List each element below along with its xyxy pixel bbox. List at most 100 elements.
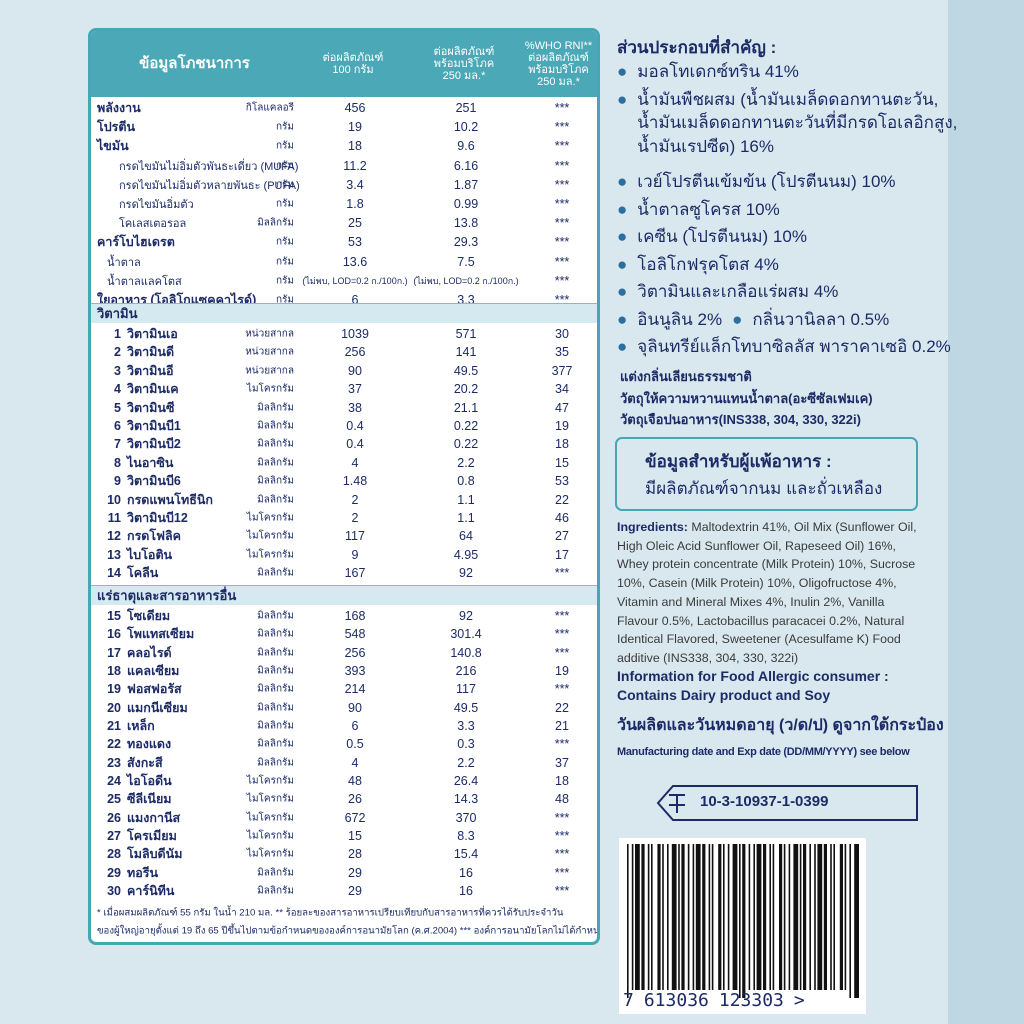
row-value: 13.8 [453,216,479,231]
row-value: 27 [555,529,569,544]
row-value: 0.4 [346,419,364,433]
row-value: 6.16 [453,158,479,173]
row-value: 53 [555,474,569,489]
row-value: 38 [348,400,362,415]
row-value: *** [554,216,570,231]
row-value: *** [554,158,570,173]
row-unit: กิโลแคลอรี [245,102,294,114]
ingredients-label: Ingredients: [617,520,688,534]
row-value: 456 [344,101,366,115]
bar [667,844,669,990]
row-name: ไบโอติน [127,547,173,562]
row-value: 168 [344,609,366,623]
row-name: กรดไขมันอิ่มตัว [119,199,194,211]
date-en: Manufacturing date and Exp date (DD/MM/Y… [617,746,910,758]
bullet: ● [617,309,628,329]
bar [657,844,661,990]
row-value: 15 [555,455,569,470]
bar [732,844,738,990]
row-unit: มิลลิกรัม [257,475,294,487]
ingredient-row: ● อินนูลิน 2% ● กลิ่นวานิลลา 0.5% [617,306,957,334]
row-value: 19 [555,663,569,678]
row-name: โคลีน [127,566,159,581]
row-number: 11 [107,511,121,525]
row-value: 672 [344,810,366,825]
row-value: 1.87 [453,177,479,192]
row-name: โซเดียม [127,609,171,623]
row-unit: ไมโครกรัม [246,383,294,395]
row-value: 214 [344,682,366,697]
bar [692,844,695,990]
row-value: 26 [348,792,362,807]
row-value: *** [554,101,570,115]
row-number: 24 [107,773,121,788]
row-unit: มิลลิกรัม [257,885,294,897]
ingredient: เคซีน (โปรตีนนม) 10% [637,227,807,246]
row-unit: กรัม [275,179,294,191]
row-name: ไขมัน [97,139,129,154]
header-cell: ข้อมูลโภชนาการ [91,31,299,97]
row-value: 2 [351,511,359,525]
row-value: 2.2 [457,455,475,470]
bar [702,844,706,990]
row-value: *** [554,847,570,862]
allergy-title: ข้อมูลสำหรับผู้แพ้อาหาร : [645,452,832,471]
row-value: 4 [351,455,359,470]
row-value: 0.3 [457,737,475,752]
row-value: 0.4 [346,437,364,452]
bar [763,844,767,990]
bar [779,844,783,990]
row-name: ไอโอดีน [127,773,172,788]
ingredient: น้ำมันพืชผสม (น้ำมันเมล็ดดอกทานตะวัน, น้… [637,89,958,156]
row-value: 90 [348,363,362,378]
row-value: *** [554,197,570,211]
bullet: ● [617,282,628,301]
row-name: แมงกานีส [127,810,181,825]
row-value: *** [554,645,570,660]
row-name: น้ำตาล [107,256,141,269]
row-name: วิตามินบี6 [127,474,181,489]
bar [723,844,725,990]
additive-notes: แต่งกลิ่นเลียนธรรมชาติ วัตถุให้ความหวานแท… [620,366,873,431]
row-name: โพแทสเซียม [127,627,195,642]
row-value: 21.1 [453,400,479,415]
row-value: 21 [555,718,569,733]
row-unit: ไมโครกรัม [246,848,294,860]
bar [854,844,859,998]
row-name: กรดไขมันไม่อิ่มตัวพันธะเดี่ยว (MUFA) [119,160,299,173]
bar [833,844,835,990]
row-value: 9.6 [457,139,475,154]
row-value: 7.5 [457,254,475,269]
row-value: 18 [555,773,569,788]
bullet: ● [617,199,628,219]
row-unit: มิลลิกรัม [257,217,294,229]
row-number: 10 [107,492,121,507]
barcode-bars [627,844,859,998]
row-number: 22 [107,737,121,752]
ingredient-row: ● มอลโทเดกซ์ทริน 41% [617,58,957,86]
row-value: 8.3 [457,828,475,843]
row-number: 29 [107,865,121,880]
row-value: 0.22 [453,419,479,433]
row-value: *** [554,627,570,642]
row-unit: มิลลิกรัม [257,665,294,677]
bar [783,844,786,990]
barcode-digit: 123303 [718,990,784,1011]
row-unit: ไมโครกรัม [246,549,294,561]
row-value: 19 [555,419,569,433]
row-value: 19 [348,120,362,135]
row-name: ไนอาซิน [127,455,174,470]
row-unit: มิลลิกรัม [257,457,294,469]
bar [830,844,832,990]
row-number: 28 [107,847,121,862]
row-value: *** [554,273,570,288]
ingredient-row: ● น้ำมันพืชผสม (น้ำมันเมล็ดดอกทานตะวัน, น… [617,86,957,161]
row-name: คลอไรด์ [127,645,172,660]
row-value: 25 [348,216,362,231]
bar [647,844,650,990]
row-value: 10.2 [453,120,479,135]
bullet: ● [732,309,743,329]
allergy-en-2: Contains Dairy product and Soy [617,687,831,703]
row-unit: กรัม [275,160,294,172]
